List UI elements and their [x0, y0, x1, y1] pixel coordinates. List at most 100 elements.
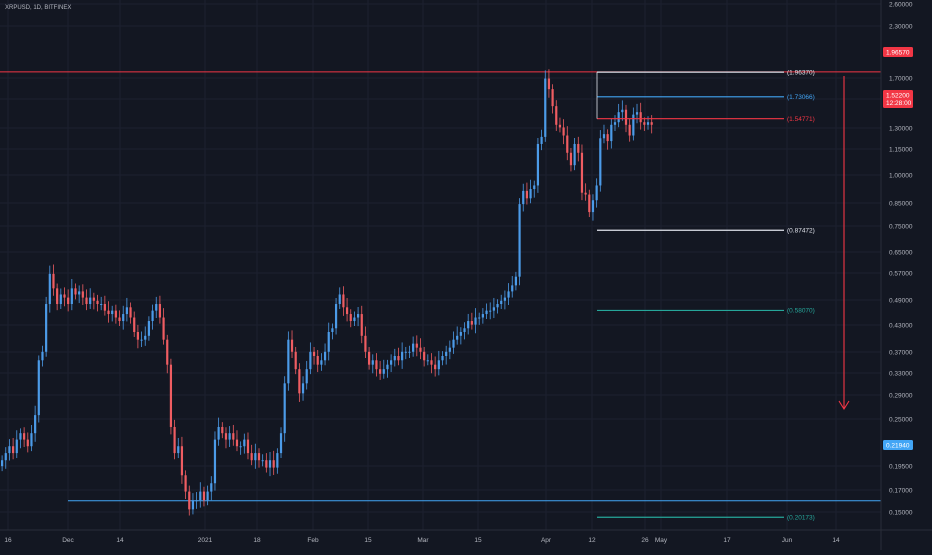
- candle: [507, 283, 510, 305]
- candle: [265, 453, 268, 473]
- candle-body: [588, 194, 591, 213]
- candle-body: [327, 332, 330, 352]
- candle: [287, 331, 290, 391]
- candle: [327, 322, 330, 361]
- candle-body: [56, 288, 59, 305]
- symbol-title: XRPUSD, 1D, BITFINEX: [5, 5, 71, 11]
- grid-layer: [0, 0, 881, 530]
- candle: [569, 147, 573, 172]
- high-label: (1.96370): [787, 69, 815, 76]
- candle: [199, 482, 202, 508]
- candle: [610, 118, 613, 149]
- price-badge-value: 1.52200: [886, 92, 910, 99]
- candle-body: [202, 491, 206, 501]
- price-tick: 0.17000: [889, 487, 913, 494]
- candle-body: [235, 439, 239, 447]
- fib-upper-label: (1.73066): [787, 94, 815, 101]
- candle-body: [646, 122, 650, 125]
- candle: [514, 271, 517, 291]
- candle-body: [52, 273, 55, 289]
- time-axis[interactable]: 16 Dec 14 2021 18 Feb 15 Mar 15 Apr 12 26 May 17 Jun 14: [4, 537, 840, 544]
- candle: [485, 303, 488, 320]
- price-badge-countdown: 12:28:00: [886, 100, 912, 107]
- candle: [4, 447, 7, 469]
- candle: [173, 419, 176, 460]
- candle-body: [312, 351, 316, 356]
- candle: [470, 312, 473, 330]
- time-label: 14: [116, 537, 124, 544]
- price-badge-value: 1.96570: [886, 49, 910, 56]
- candle: [628, 118, 631, 142]
- candle-body: [393, 355, 396, 361]
- candle: [632, 107, 635, 141]
- candle: [401, 342, 404, 369]
- candle: [437, 350, 440, 376]
- candle-body: [210, 483, 213, 492]
- candle: [522, 183, 525, 212]
- candle: [140, 331, 143, 348]
- candle-body: [125, 307, 128, 315]
- candle-body: [591, 200, 595, 213]
- candle: [511, 276, 514, 298]
- candle: [70, 279, 73, 311]
- price-tick: 1.30000: [889, 125, 913, 132]
- candle: [26, 432, 29, 453]
- candle: [100, 296, 103, 311]
- candle: [364, 326, 367, 358]
- candle-body: [371, 360, 374, 365]
- candle: [67, 289, 70, 312]
- candle: [452, 331, 455, 354]
- candle: [103, 295, 106, 316]
- candle-body: [147, 321, 150, 336]
- candle: [382, 359, 385, 379]
- candle: [356, 306, 360, 327]
- candle-body: [474, 317, 477, 325]
- candle-body: [144, 335, 147, 340]
- candle-body: [632, 114, 635, 136]
- candle: [133, 311, 136, 337]
- candle-body: [23, 433, 26, 440]
- candle: [500, 294, 503, 309]
- candle: [404, 346, 407, 360]
- candle: [114, 304, 117, 324]
- candle: [577, 136, 580, 162]
- candle: [118, 310, 121, 326]
- candle-body: [562, 127, 565, 136]
- candle-body: [81, 291, 84, 298]
- fib-mid-label: (1.54771): [787, 116, 815, 123]
- candle: [294, 346, 297, 375]
- candle: [503, 290, 506, 310]
- candle: [397, 347, 400, 366]
- candle: [166, 334, 169, 374]
- candle-body: [166, 339, 169, 365]
- candle-body: [408, 351, 411, 353]
- candle: [426, 354, 429, 366]
- candle-body: [478, 317, 481, 319]
- candle: [459, 327, 462, 345]
- candle: [320, 353, 323, 371]
- price-tick: 0.19500: [889, 463, 913, 470]
- candle: [290, 330, 294, 358]
- candle-body: [294, 351, 297, 370]
- candle: [562, 119, 565, 145]
- candle-body: [136, 332, 139, 340]
- candle: [15, 430, 18, 459]
- candle: [371, 354, 374, 374]
- candle-body: [536, 143, 540, 186]
- price-scale[interactable]: 2.600002.300001.700001.500001.300001.150…: [883, 1, 913, 516]
- candle: [243, 433, 246, 454]
- candle: [37, 355, 40, 423]
- candle: [595, 178, 598, 208]
- candle: [331, 323, 334, 340]
- candle: [268, 451, 272, 477]
- candle: [235, 430, 239, 452]
- candle-body: [518, 204, 521, 277]
- arrow-head: [838, 400, 850, 411]
- price-tick: 1.70000: [889, 75, 913, 82]
- candle-body: [63, 294, 66, 298]
- price-tick: 1.00000: [889, 172, 913, 179]
- candle: [558, 117, 562, 133]
- time-label: 26: [641, 537, 649, 544]
